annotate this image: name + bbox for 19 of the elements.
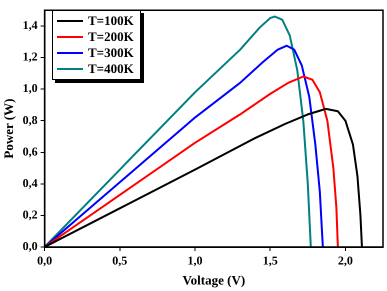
legend-label: T=400K <box>88 61 134 77</box>
legend-label: T=200K <box>88 29 134 45</box>
y-tick-label: 0,2 <box>22 208 38 222</box>
y-tick-label: 1,0 <box>22 81 38 96</box>
x-tick-label: 2,0 <box>338 253 353 268</box>
y-tick-label: 0,0 <box>22 239 38 254</box>
y-tick-label: 1,2 <box>22 50 38 64</box>
legend-label: T=100K <box>88 13 134 29</box>
x-tick-label: 0,0 <box>37 253 52 268</box>
y-tick-label: 0,8 <box>22 112 38 127</box>
legend-label: T=300K <box>88 45 134 61</box>
y-axis-title: Power (W) <box>1 98 16 159</box>
x-tick-label: 0,5 <box>112 253 128 268</box>
y-tick-label: 1,4 <box>22 18 38 32</box>
y-tick-label: 0,4 <box>22 176 38 190</box>
x-tick-label: 1,5 <box>262 253 278 268</box>
x-tick-label: 1,0 <box>188 253 202 268</box>
x-axis-title: Voltage (V) <box>182 272 246 288</box>
y-tick-label: 0,6 <box>22 144 38 158</box>
